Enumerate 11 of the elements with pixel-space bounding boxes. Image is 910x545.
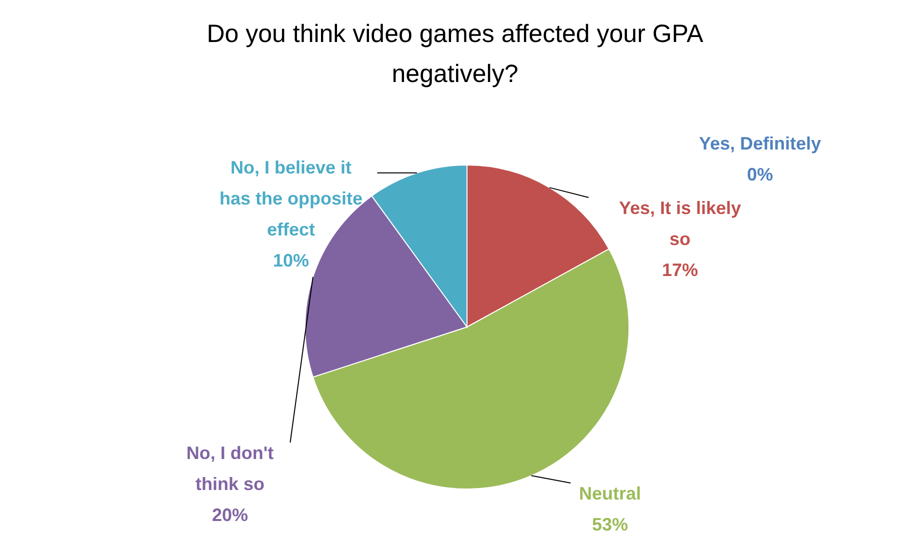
data-label: 53% xyxy=(592,514,628,534)
category-label: Yes, Definitely xyxy=(698,134,822,154)
data-label: 17% xyxy=(662,260,698,280)
data-label: 10% xyxy=(272,250,310,270)
text: 0% xyxy=(746,164,774,184)
slice-label: No, I don't think so xyxy=(186,443,274,494)
data-label: 20% xyxy=(212,505,248,525)
slice-label: Yes, It is likely so xyxy=(618,198,742,249)
slice-label: No, I believe it has the opposite effect xyxy=(219,158,363,240)
chart-title: Do you think video games affected your GPA negatively? xyxy=(206,20,704,88)
slice-label: Neutral xyxy=(578,484,642,504)
